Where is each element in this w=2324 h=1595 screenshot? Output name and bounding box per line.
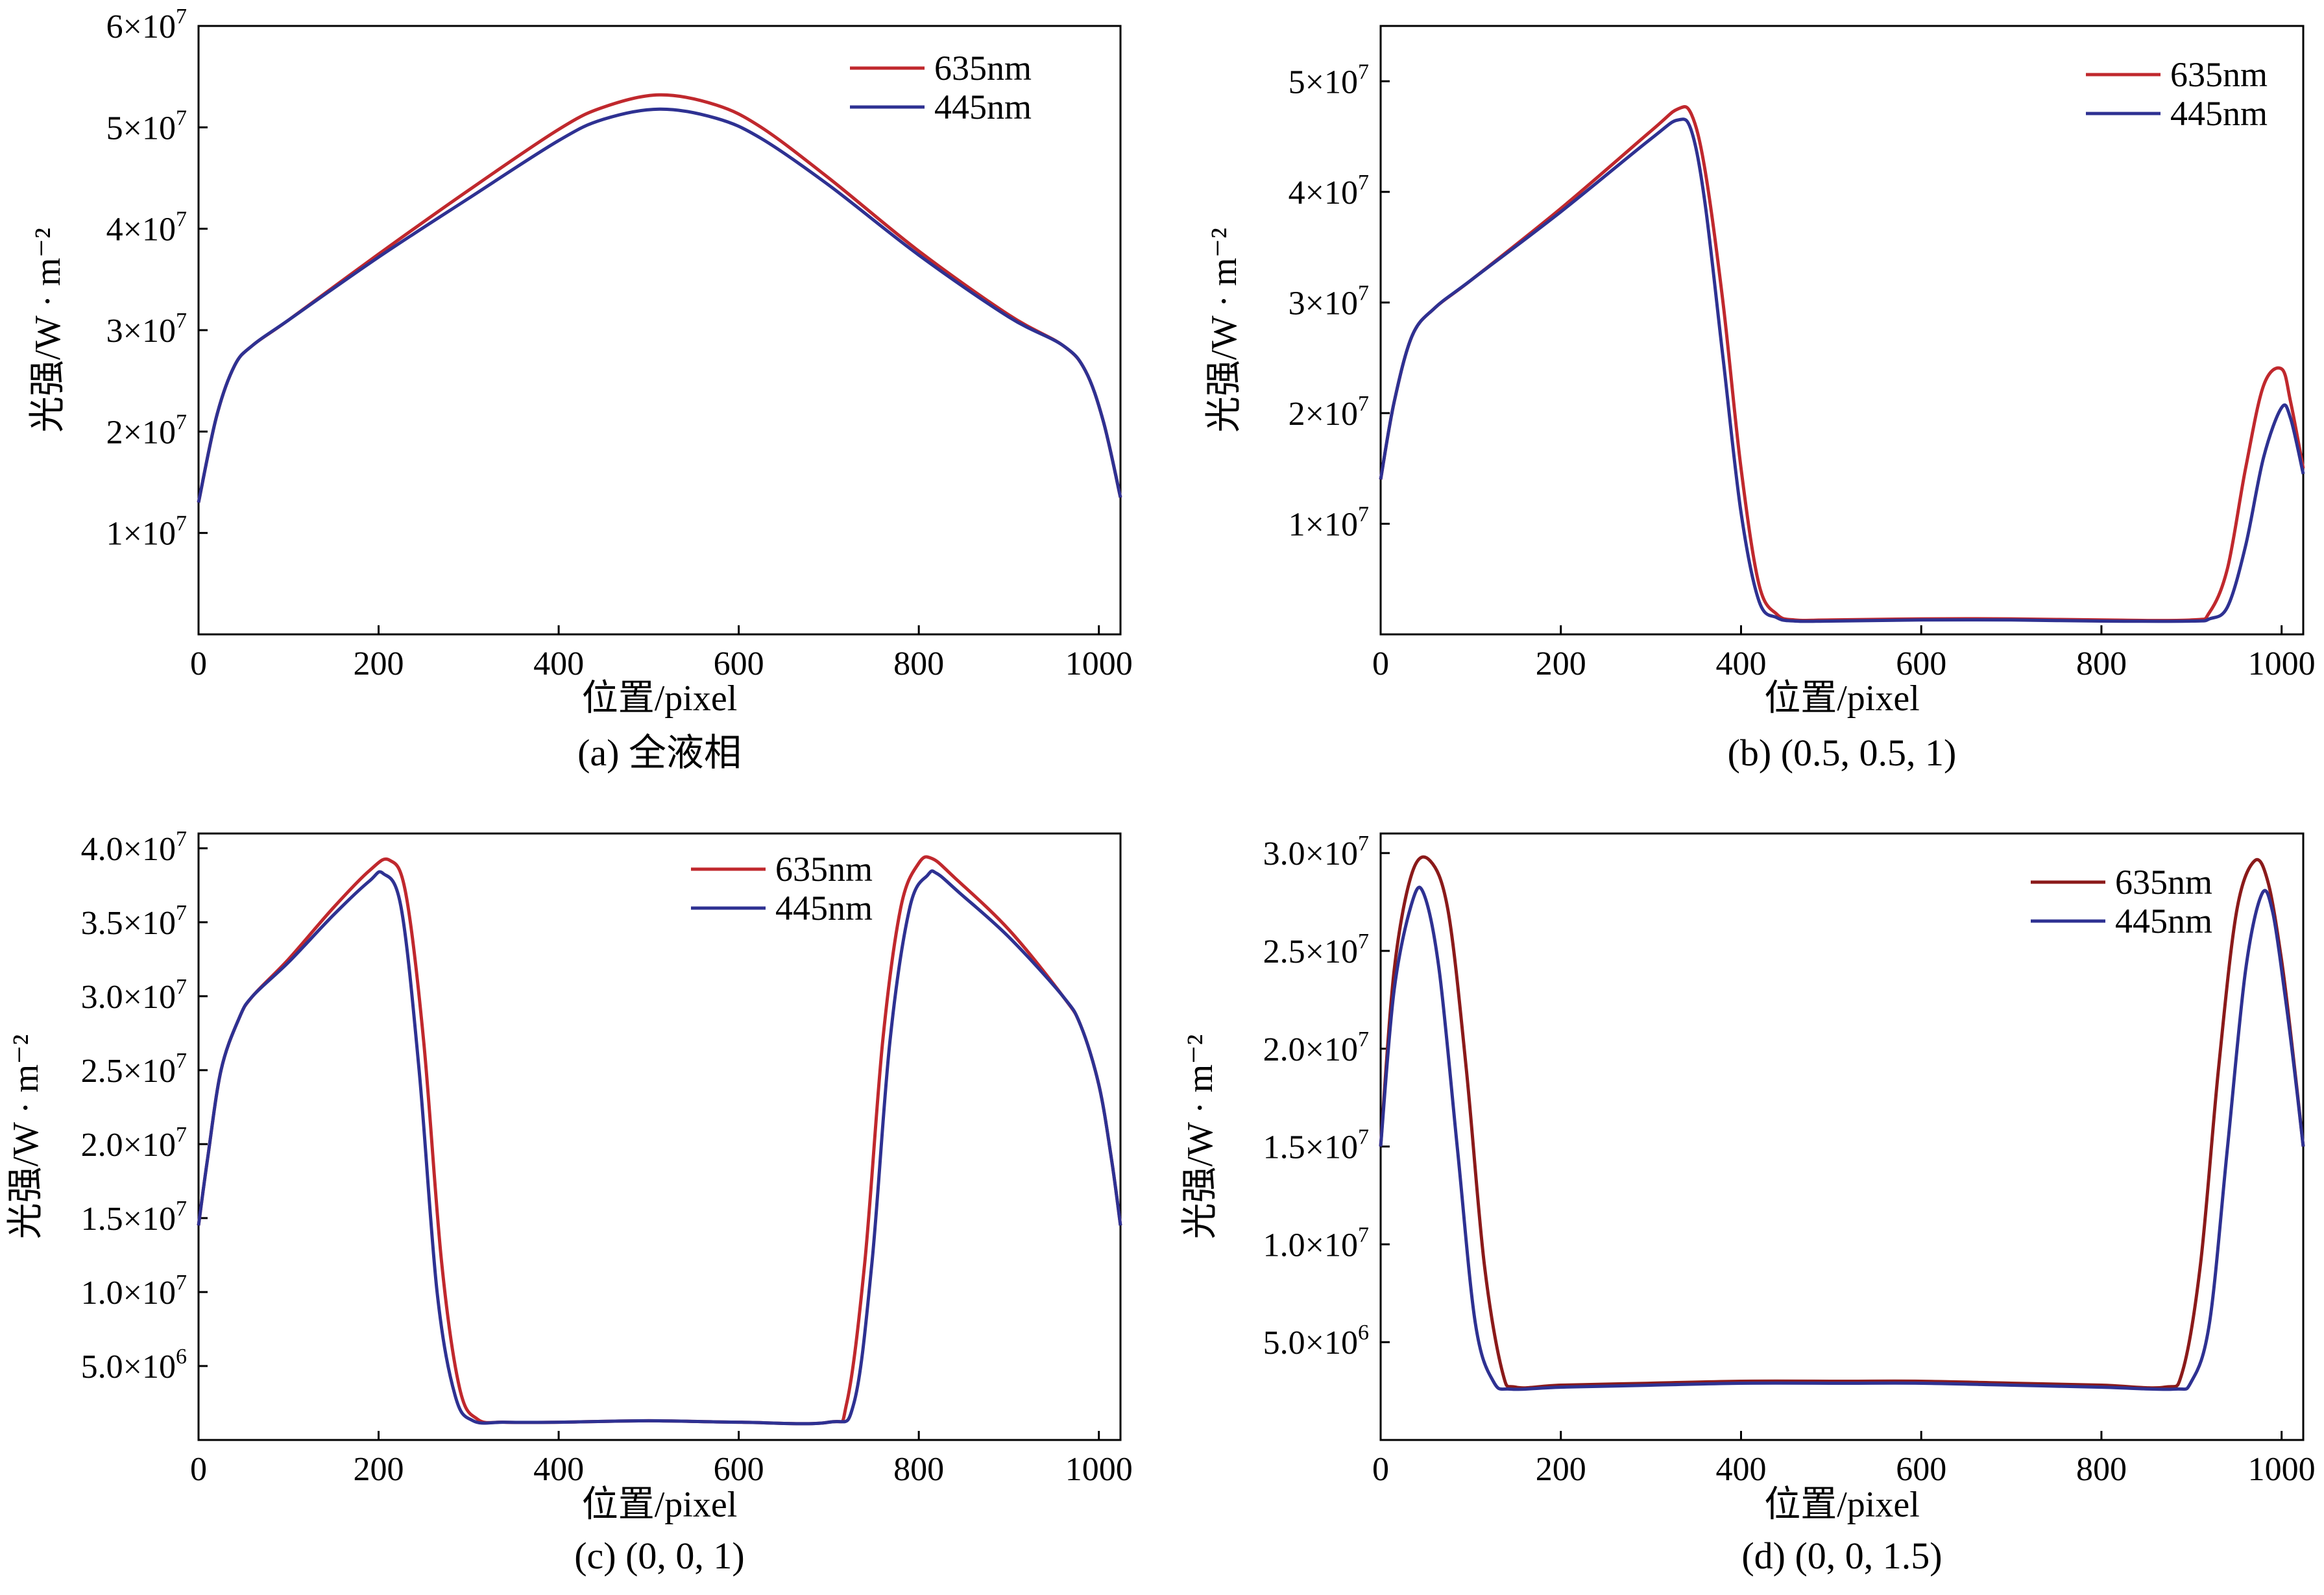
x-tick-label: 0 — [190, 645, 207, 682]
series-line-445nm — [1379, 885, 2305, 1391]
x-tick-label: 800 — [2076, 645, 2127, 682]
y-tick-label: 6×107 — [106, 5, 187, 45]
series-line-635nm — [1379, 855, 2305, 1390]
x-tick-label: 800 — [893, 645, 944, 682]
y-tick-label: 5.0×106 — [81, 1345, 187, 1385]
x-tick-label: 1000 — [2248, 645, 2316, 682]
y-tick-label: 1.5×107 — [81, 1197, 187, 1238]
y-tick-label: 1.0×107 — [1263, 1223, 1369, 1264]
legend-label: 445nm — [2170, 94, 2268, 133]
y-tick-label: 1.5×107 — [1263, 1125, 1369, 1166]
series-line-445nm — [197, 869, 1122, 1426]
x-tick-label: 200 — [1536, 1451, 1586, 1488]
panel-caption: (b) (0.5, 0.5, 1) — [1728, 732, 1957, 774]
x-tick-label: 1000 — [1065, 645, 1133, 682]
legend-label: 445nm — [934, 88, 1032, 126]
series-line-635nm — [1379, 105, 2305, 623]
y-tick-label: 1.0×107 — [81, 1271, 187, 1312]
y-tick-label: 2.0×107 — [81, 1123, 187, 1164]
legend-label: 635nm — [775, 850, 873, 889]
x-axis-label: 位置/pixel — [1764, 678, 1920, 719]
y-axis-label: 光强/W · m⁻² — [6, 1035, 46, 1240]
x-tick-label: 800 — [893, 1451, 944, 1488]
legend-label: 635nm — [2170, 55, 2268, 94]
x-axis-label: 位置/pixel — [1764, 1485, 1920, 1525]
y-tick-label: 5×107 — [1289, 60, 1369, 101]
plot-frame — [1379, 25, 2305, 636]
x-tick-label: 200 — [354, 1451, 404, 1488]
y-tick-label: 4.0×107 — [81, 827, 187, 868]
y-tick-label: 2.5×107 — [81, 1049, 187, 1090]
y-tick-label: 2.5×107 — [1263, 929, 1369, 970]
x-tick-label: 600 — [714, 645, 764, 682]
y-tick-label: 3×107 — [106, 309, 187, 350]
x-tick-label: 800 — [2076, 1451, 2127, 1488]
x-tick-label: 0 — [1372, 645, 1389, 682]
chart-panel-a: 0 200 400 600 800 1000 1×107 2×107 3×107 4×107 5×1… — [28, 5, 1133, 774]
x-axis-label: 位置/pixel — [582, 1485, 738, 1525]
y-tick-label: 3.5×107 — [81, 901, 187, 942]
y-tick-label: 5×107 — [106, 106, 187, 147]
y-tick-label: 5.0×106 — [1263, 1321, 1369, 1361]
y-tick-label: 2.0×107 — [1263, 1027, 1369, 1068]
y-axis-label: 光强/W · m⁻² — [28, 228, 68, 433]
x-axis-label: 位置/pixel — [582, 678, 738, 719]
y-tick-label: 2×107 — [106, 410, 187, 451]
chart-panel-d: 0 200 400 600 800 1000 5.0×106 1.0×107 1.5×107 2.… — [1180, 832, 2316, 1577]
x-tick-label: 600 — [714, 1451, 764, 1488]
panel-caption: (a) 全液相 — [577, 732, 742, 774]
y-tick-label: 1×107 — [1289, 502, 1369, 543]
x-tick-label: 0 — [1372, 1451, 1389, 1488]
x-tick-label: 0 — [190, 1451, 207, 1488]
plot-frame — [197, 832, 1122, 1441]
chart-panel-b: 0 200 400 600 800 1000 1×107 2×107 3×107 4×107 5×1… — [1204, 25, 2316, 774]
x-tick-label: 400 — [533, 1451, 584, 1488]
chart-panel-c: 0 200 400 600 800 1000 5.0×106 1.0×107 1.5×107 2.… — [6, 827, 1133, 1577]
y-axis-label: 光强/W · m⁻² — [1180, 1035, 1220, 1240]
x-tick-label: 200 — [1536, 645, 1586, 682]
y-tick-label: 2×107 — [1289, 392, 1369, 433]
panel-caption: (c) (0, 0, 1) — [574, 1535, 745, 1577]
legend-label: 635nm — [2115, 863, 2212, 902]
y-tick-label: 3×107 — [1289, 281, 1369, 322]
x-tick-label: 600 — [1896, 1451, 1946, 1488]
y-tick-label: 3.0×107 — [81, 975, 187, 1016]
y-tick-label: 4×107 — [106, 208, 187, 248]
y-axis-label: 光强/W · m⁻² — [1204, 228, 1244, 433]
y-tick-label: 3.0×107 — [1263, 832, 1369, 872]
panel-caption: (d) (0, 0, 1.5) — [1741, 1535, 1942, 1577]
legend-label: 445nm — [775, 889, 873, 928]
x-tick-label: 200 — [354, 645, 404, 682]
y-tick-label: 1×107 — [106, 512, 187, 553]
legend-label: 445nm — [2115, 902, 2212, 941]
series-line-635nm — [197, 855, 1122, 1426]
series-line-445nm — [1379, 117, 2305, 623]
x-tick-label: 400 — [1715, 1451, 1766, 1488]
series-line-445nm — [197, 107, 1122, 503]
x-tick-label: 600 — [1896, 645, 1946, 682]
x-tick-label: 1000 — [1065, 1451, 1133, 1488]
y-tick-label: 4×107 — [1289, 171, 1369, 211]
x-tick-label: 1000 — [2248, 1451, 2316, 1488]
x-tick-label: 400 — [533, 645, 584, 682]
legend-label: 635nm — [934, 49, 1032, 88]
x-tick-label: 400 — [1715, 645, 1766, 682]
